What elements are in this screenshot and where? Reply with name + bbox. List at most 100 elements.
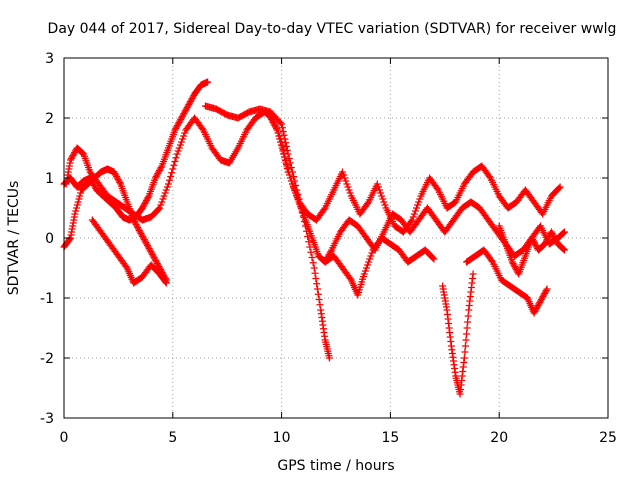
data-point-marker — [182, 107, 190, 114]
series-arc-4 — [88, 216, 170, 287]
data-point-marker — [279, 147, 287, 155]
x-tick-label: 5 — [168, 430, 177, 446]
data-point-marker — [309, 259, 317, 267]
data-point-marker — [560, 228, 568, 236]
y-axis-label: SDTVAR / TECUs — [6, 181, 22, 296]
data-point-marker — [175, 144, 183, 152]
data-point-marker — [114, 176, 122, 183]
data-point-marker — [185, 101, 193, 108]
data-point-marker — [155, 205, 163, 213]
data-point-marker — [551, 234, 559, 242]
data-point-marker — [73, 204, 81, 212]
data-point-marker — [166, 176, 174, 184]
data-point-marker — [539, 293, 547, 300]
data-point-marker — [415, 198, 423, 206]
y-tick-label: -2 — [40, 351, 54, 367]
y-tick-label: 0 — [45, 231, 54, 247]
data-point-marker — [268, 116, 276, 123]
data-point-marker — [71, 210, 79, 218]
data-point-marker — [285, 171, 293, 179]
data-point-marker — [152, 173, 160, 180]
data-point-marker — [310, 264, 318, 272]
data-point-marker — [411, 207, 419, 215]
data-point-marker — [272, 123, 280, 131]
data-point-marker — [281, 156, 289, 164]
data-point-marker — [145, 245, 153, 252]
chart-title: Day 044 of 2017, Sidereal Day-to-day VTE… — [48, 21, 617, 37]
data-point-marker — [113, 174, 121, 182]
data-point-marker — [536, 299, 544, 306]
data-point-marker — [189, 93, 197, 101]
data-point-marker — [176, 141, 184, 149]
data-point-marker — [552, 237, 560, 245]
data-point-marker — [186, 98, 194, 105]
data-point-marker — [461, 348, 469, 356]
data-point-marker — [344, 183, 352, 191]
data-point-marker — [135, 225, 143, 233]
data-point-marker — [112, 171, 120, 179]
data-point-marker — [139, 234, 147, 242]
data-point-marker — [110, 168, 118, 176]
data-point-marker — [559, 245, 567, 252]
data-point-marker — [135, 227, 143, 234]
data-point-marker — [68, 153, 76, 161]
data-point-marker — [111, 170, 119, 177]
data-point-marker — [139, 233, 147, 240]
data-point-marker — [167, 173, 175, 180]
data-point-marker — [271, 122, 279, 129]
data-point-marker — [143, 195, 151, 203]
data-point-marker — [140, 201, 148, 209]
data-point-marker — [284, 165, 292, 173]
data-point-marker — [537, 296, 545, 303]
data-point-marker — [176, 117, 184, 125]
data-point-marker — [532, 242, 540, 249]
data-point-marker — [77, 189, 85, 197]
data-point-marker — [178, 138, 186, 146]
data-point-marker — [178, 114, 186, 122]
data-point-marker — [548, 230, 556, 237]
data-point-marker — [279, 128, 287, 135]
data-point-marker — [183, 104, 191, 111]
data-point-marker — [170, 161, 178, 169]
data-point-marker — [139, 203, 147, 210]
data-point-marker — [373, 180, 381, 188]
data-point-marker — [364, 261, 372, 269]
data-point-marker — [275, 132, 283, 140]
data-point-marker — [287, 177, 295, 185]
data-point-marker — [530, 309, 538, 317]
data-point-marker — [342, 177, 350, 185]
data-point-marker — [282, 159, 290, 167]
data-point-marker — [469, 270, 477, 278]
data-point-marker — [152, 258, 160, 266]
data-point-marker — [158, 198, 166, 206]
data-point-marker — [535, 300, 543, 308]
data-point-marker — [141, 200, 149, 207]
data-point-marker — [171, 158, 179, 165]
data-point-marker — [345, 186, 353, 194]
data-point-marker — [78, 149, 86, 156]
data-point-marker — [381, 201, 389, 209]
data-point-marker — [154, 261, 162, 269]
data-point-marker — [151, 174, 159, 182]
series-arc-3 — [62, 108, 292, 224]
data-point-marker — [155, 168, 163, 176]
data-point-marker — [159, 195, 167, 203]
data-point-marker — [188, 95, 196, 102]
data-point-marker — [155, 263, 163, 270]
data-point-marker — [374, 183, 382, 191]
data-point-marker — [408, 216, 416, 224]
data-point-marker — [541, 288, 549, 296]
data-point-marker — [462, 336, 470, 344]
data-point-marker — [283, 162, 291, 170]
data-point-marker — [433, 185, 441, 192]
data-point-marker — [132, 221, 140, 228]
data-point-marker — [341, 174, 349, 182]
x-tick-label: 10 — [273, 430, 291, 446]
data-point-marker — [144, 243, 152, 251]
data-point-marker — [142, 197, 150, 204]
data-point-marker — [75, 195, 83, 203]
y-tick-label: -3 — [40, 411, 54, 427]
data-point-marker — [543, 285, 551, 293]
